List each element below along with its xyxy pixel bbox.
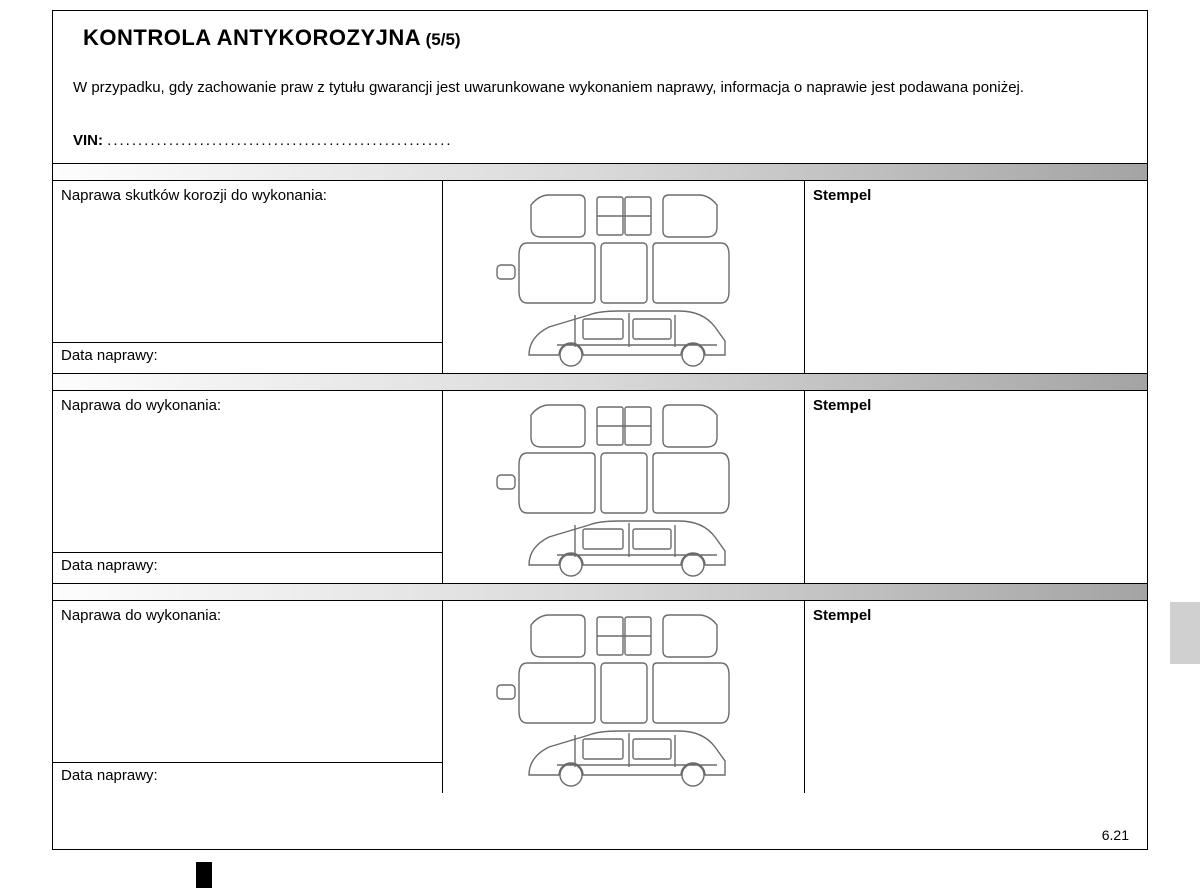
page-title-suffix: (5/5) bbox=[426, 30, 461, 49]
record-left-col: Naprawa do wykonania: Data naprawy: bbox=[53, 391, 443, 583]
record-row: Naprawa do wykonania: Data naprawy: bbox=[53, 391, 1147, 583]
stamp-label: Stempel bbox=[805, 601, 1147, 793]
page-title: KONTROLA ANTYKOROZYJNA bbox=[83, 25, 421, 50]
car-diagram-cell bbox=[443, 391, 805, 583]
records-table: Naprawa skutków korozji do wykonania: Da… bbox=[53, 163, 1147, 793]
repair-label: Naprawa do wykonania: bbox=[53, 391, 442, 553]
side-tab bbox=[1170, 602, 1200, 664]
repair-label: Naprawa do wykonania: bbox=[53, 601, 442, 763]
stamp-label: Stempel bbox=[805, 391, 1147, 583]
car-diagram-icon bbox=[479, 397, 769, 577]
car-diagram-cell bbox=[443, 181, 805, 373]
vin-label: VIN: bbox=[73, 132, 103, 149]
car-diagram-icon bbox=[479, 607, 769, 787]
stamp-label: Stempel bbox=[805, 181, 1147, 373]
page-frame: KONTROLA ANTYKOROZYJNA (5/5) W przypadku… bbox=[52, 10, 1148, 850]
vin-row: VIN: ...................................… bbox=[53, 96, 1147, 159]
vin-dots: ........................................… bbox=[107, 132, 452, 149]
separator-bar bbox=[53, 583, 1147, 601]
intro-text: W przypadku, gdy zachowanie praw z tytuł… bbox=[53, 51, 1147, 96]
record-left-col: Naprawa do wykonania: Data naprawy: bbox=[53, 601, 443, 793]
repair-date-label: Data naprawy: bbox=[53, 553, 442, 583]
record-left-col: Naprawa skutków korozji do wykonania: Da… bbox=[53, 181, 443, 373]
repair-date-label: Data naprawy: bbox=[53, 763, 442, 793]
record-row: Naprawa do wykonania: Data naprawy: bbox=[53, 601, 1147, 793]
repair-date-label: Data naprawy: bbox=[53, 343, 442, 373]
car-diagram-icon bbox=[479, 187, 769, 367]
repair-label: Naprawa skutków korozji do wykonania: bbox=[53, 181, 442, 343]
record-row: Naprawa skutków korozji do wykonania: Da… bbox=[53, 181, 1147, 373]
page-title-row: KONTROLA ANTYKOROZYJNA (5/5) bbox=[53, 11, 1147, 51]
separator-bar bbox=[53, 373, 1147, 391]
car-diagram-cell bbox=[443, 601, 805, 793]
crop-mark bbox=[196, 862, 212, 888]
separator-bar bbox=[53, 163, 1147, 181]
page-number: 6.21 bbox=[1102, 827, 1129, 843]
